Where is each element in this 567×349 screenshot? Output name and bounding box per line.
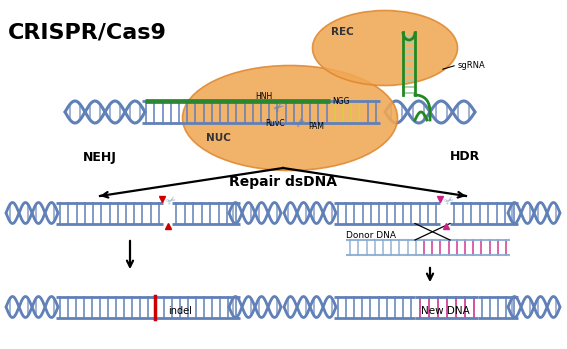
Text: PAM: PAM [308,122,324,131]
Text: ✂: ✂ [292,114,308,130]
Text: NGG: NGG [332,97,349,106]
Ellipse shape [312,10,458,86]
Text: ✂: ✂ [271,99,287,115]
Text: New DNA: New DNA [421,306,469,316]
Text: Repair dsDNA: Repair dsDNA [229,175,337,189]
Text: NUC: NUC [206,133,230,143]
Text: sgRNA: sgRNA [458,60,486,69]
Text: Donor DNA: Donor DNA [346,231,396,240]
Text: NEHJ: NEHJ [83,150,117,163]
Text: REC: REC [331,27,353,37]
Ellipse shape [183,66,397,171]
Text: HNH: HNH [255,92,272,101]
Text: ✂: ✂ [443,194,456,208]
Text: ✂: ✂ [166,194,179,208]
Text: indel: indel [168,306,192,316]
Text: CRISPR/Cas9: CRISPR/Cas9 [8,22,167,42]
Text: RuvC: RuvC [265,119,285,128]
Text: HDR: HDR [450,150,480,163]
